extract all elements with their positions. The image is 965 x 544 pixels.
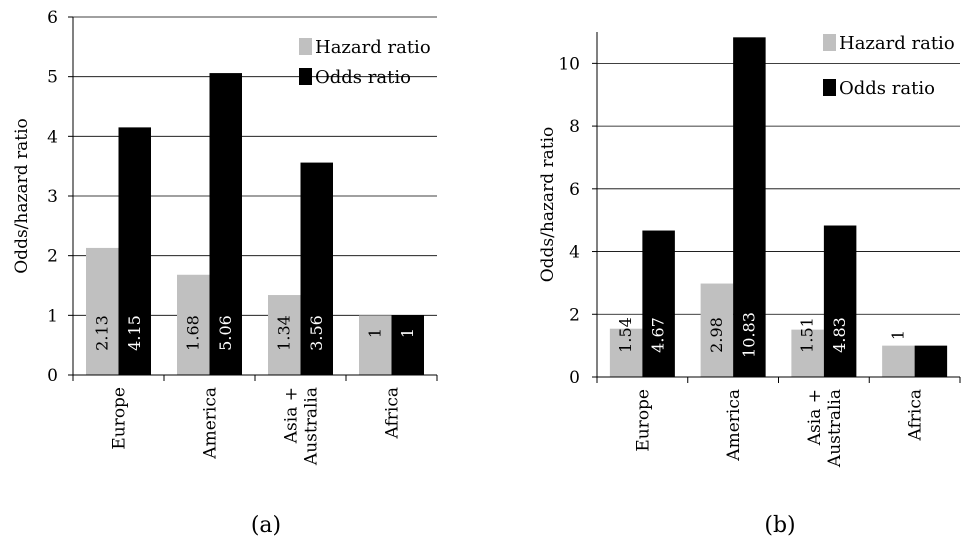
x-tick-label: Africa — [383, 387, 403, 440]
data-label: 1 — [365, 328, 384, 338]
x-tick-label: Europe — [110, 387, 130, 450]
chart-panel-1: 2.13 1.68 1.34 1 4.15 5.06 3.56 1 0 1 2 3 4 5 6 Europe A… — [12, 8, 438, 538]
data-label: 1 — [888, 330, 907, 340]
chart-panel-2: 1.54 2.98 1.51 14.67 10.83 4.83 10246810Europe… — [538, 32, 961, 538]
y-tick-label: 0 — [569, 368, 580, 388]
bar-hazard-ratio-1 — [86, 247, 119, 375]
bar-odds-ratio-3 — [300, 162, 333, 375]
data-label: 4.83 — [830, 317, 849, 353]
data-label: 1.68 — [183, 315, 202, 351]
bar-odds-ratio-3 — [823, 225, 857, 377]
y-tick-label: 2 — [47, 247, 58, 267]
bar-hazard-ratio-1 — [609, 328, 643, 377]
data-label: 10.83 — [739, 312, 758, 358]
y-tick-label: 0 — [47, 366, 58, 386]
x-tick-label: Asia + — [805, 389, 825, 446]
x-tick-label: America — [201, 387, 221, 460]
data-label: 4.15 — [125, 315, 144, 351]
bar-odds-ratio-2 — [733, 37, 766, 377]
panel-label: (a) — [251, 513, 281, 538]
x-tick-label: Europe — [633, 389, 653, 452]
bar-hazard-ratio-4 — [882, 345, 915, 377]
legend-label-odds-ratio: Odds ratio — [839, 78, 935, 99]
legend-swatch-hazard-ratio — [299, 38, 312, 55]
legend-swatch-hazard-ratio — [823, 34, 836, 51]
y-tick-label: 5 — [47, 68, 58, 88]
y-tick-label: 10 — [558, 54, 580, 74]
legend-label-hazard-ratio: Hazard ratio — [315, 37, 431, 58]
y-axis-title: Odds/hazard ratio — [12, 118, 32, 274]
bar-odds-ratio-2 — [209, 73, 242, 375]
data-label: 3.56 — [307, 315, 326, 351]
x-tick-label: Australia — [825, 389, 845, 468]
data-label: 1.54 — [616, 317, 635, 353]
data-label: 1 — [921, 330, 940, 340]
data-label: 1 — [398, 328, 417, 338]
data-label: 1.51 — [798, 317, 817, 353]
data-label: 2.13 — [92, 315, 111, 351]
y-tick-label: 4 — [569, 243, 580, 263]
x-tick-label: America — [724, 389, 744, 462]
bar-odds-ratio-1 — [118, 127, 151, 375]
y-tick-label: 6 — [47, 8, 58, 28]
data-label: 2.98 — [707, 317, 726, 353]
bar-odds-ratio-1 — [642, 230, 675, 377]
legend-swatch-odds-ratio — [823, 79, 836, 96]
y-tick-label: 4 — [47, 127, 58, 147]
bar-hazard-ratio-3 — [268, 295, 301, 375]
bar-hazard-ratio-3 — [791, 329, 824, 377]
legend-label-odds-ratio: Odds ratio — [315, 67, 411, 88]
bar-hazard-ratio-2 — [700, 283, 734, 377]
y-tick-label: 1 — [47, 306, 58, 326]
x-tick-label: Asia + — [282, 387, 302, 444]
x-tick-label: Australia — [302, 387, 322, 466]
data-label: 4.67 — [649, 317, 668, 353]
x-tick-label: Africa — [906, 389, 926, 442]
legend-swatch-odds-ratio — [299, 68, 312, 85]
bar-hazard-ratio-4 — [359, 315, 392, 375]
y-tick-label: 3 — [47, 187, 58, 207]
legend-label-hazard-ratio: Hazard ratio — [839, 33, 955, 54]
data-label: 1.34 — [274, 315, 293, 351]
data-label: 5.06 — [216, 315, 235, 351]
bar-odds-ratio-4 — [391, 315, 424, 375]
y-tick-label: 8 — [569, 117, 580, 137]
y-tick-label: 6 — [569, 180, 580, 200]
panel-label: (b) — [764, 513, 795, 538]
y-tick-label: 2 — [569, 305, 580, 325]
bar-hazard-ratio-2 — [177, 274, 210, 375]
y-axis-title: Odds/hazard ratio — [538, 127, 558, 283]
bar-odds-ratio-4 — [914, 345, 948, 377]
